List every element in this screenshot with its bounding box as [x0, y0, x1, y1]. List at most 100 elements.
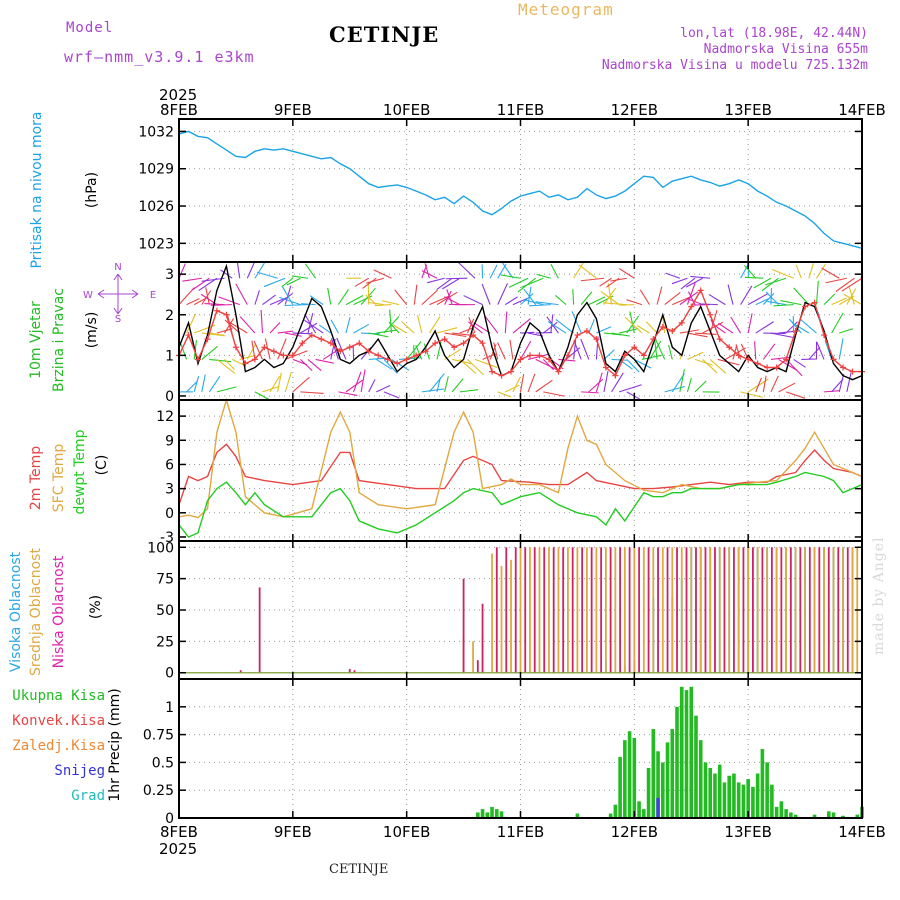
bar-cloud — [576, 547, 579, 673]
bar-cloud — [562, 547, 565, 673]
wind-barb — [216, 386, 237, 393]
bar-cloud — [789, 547, 792, 673]
wind-barb — [254, 262, 265, 279]
wind-barb — [500, 274, 521, 279]
ylabel-cloud-high: Visoka Oblacnost — [8, 551, 24, 672]
wind-barb — [543, 391, 565, 397]
wind-barb — [685, 277, 703, 288]
wind-barb — [793, 358, 806, 368]
wind-barb — [600, 290, 620, 306]
wind-barb — [392, 324, 407, 334]
bar-cloud — [581, 547, 584, 673]
wind-barb — [800, 319, 817, 334]
y-tick-label: 1 — [165, 348, 174, 364]
wind-barb — [269, 375, 281, 393]
wind-barb — [520, 340, 532, 360]
wind-barb — [473, 322, 491, 334]
wind-barb — [254, 391, 270, 400]
bar-cloud — [609, 547, 612, 673]
x-tick-bottom: 10FEB — [383, 823, 430, 841]
wind-barb — [679, 369, 685, 392]
wind-barb — [611, 372, 624, 393]
bar-precip — [608, 813, 613, 818]
wind-barb — [504, 311, 508, 334]
bar-cloud — [543, 547, 546, 673]
wind-barb — [639, 289, 650, 305]
bar-cloud — [600, 547, 603, 673]
wind-barb — [747, 292, 769, 306]
wind-barb — [699, 303, 718, 306]
wind-barb — [708, 293, 726, 306]
wind-barb — [572, 289, 575, 305]
gust-marker — [564, 352, 571, 359]
gust-marker — [489, 368, 496, 375]
gust-marker — [327, 340, 334, 347]
wind-barb — [547, 321, 567, 334]
ylabel-cloud-low: Niska Oblacnost — [51, 555, 67, 668]
wind-barb — [417, 315, 423, 334]
wind-barb — [284, 371, 292, 393]
bar-cloud — [747, 547, 750, 673]
wind-barb — [795, 264, 802, 279]
bar-cloud — [704, 547, 707, 673]
wind-barb — [831, 312, 844, 334]
wind-barb — [773, 304, 794, 307]
bar-precip — [623, 740, 627, 818]
wind-barb — [292, 376, 310, 393]
wind-barb — [279, 296, 301, 306]
y-tick-label: 2 — [165, 308, 174, 324]
gust-marker — [678, 319, 685, 326]
wind-barb — [353, 323, 370, 334]
wind-barb — [846, 372, 852, 393]
bar-cloud — [348, 668, 351, 673]
wind-barb — [762, 293, 775, 305]
wind-barb — [239, 316, 256, 334]
gust-marker — [375, 352, 382, 359]
wind-barb — [345, 295, 364, 306]
gust-marker — [583, 328, 590, 334]
wind-barb — [277, 372, 282, 392]
wind-barb — [754, 341, 757, 360]
bar-precip — [670, 729, 675, 818]
y-tick-label: 3 — [165, 482, 174, 498]
bar-cloud — [851, 547, 854, 673]
bar-precip — [613, 804, 618, 818]
wind-barb — [709, 309, 718, 334]
wind-barb — [337, 289, 349, 305]
gust-marker — [821, 332, 828, 339]
station-title: CETINJE — [329, 22, 440, 47]
wind-barb — [581, 391, 599, 394]
bar-precip — [727, 775, 731, 818]
wind-barb — [262, 385, 279, 393]
wind-barb — [588, 296, 606, 306]
wind-barb — [610, 277, 627, 282]
wind-barb — [607, 283, 613, 305]
wind-barb — [602, 302, 627, 306]
bar-cloud — [657, 547, 659, 673]
bar-cloud — [837, 547, 840, 673]
bar-precip — [765, 762, 769, 818]
wind-barb — [656, 286, 663, 305]
bar-cloud — [538, 547, 541, 673]
wind-barb — [649, 340, 662, 360]
wind-barb — [284, 304, 309, 307]
wind-barb — [508, 277, 529, 288]
wind-barb — [764, 277, 787, 286]
bar-precip — [831, 812, 836, 818]
wind-barb — [743, 265, 757, 279]
gust-marker — [346, 344, 353, 351]
wind-barb — [198, 277, 218, 291]
bar-precip — [632, 737, 637, 818]
gust-marker — [697, 287, 704, 294]
bar-cloud — [519, 547, 522, 673]
wind-barb — [354, 277, 370, 287]
gust-marker — [460, 340, 467, 347]
wind-barb — [527, 373, 536, 393]
gust-marker — [716, 336, 723, 343]
wind-barb — [588, 378, 604, 393]
bar-cloud — [766, 547, 769, 673]
x-tick-bottom: 14FEB — [838, 823, 885, 841]
panel-frame-precip — [178, 678, 863, 819]
wind-barb — [253, 340, 263, 360]
